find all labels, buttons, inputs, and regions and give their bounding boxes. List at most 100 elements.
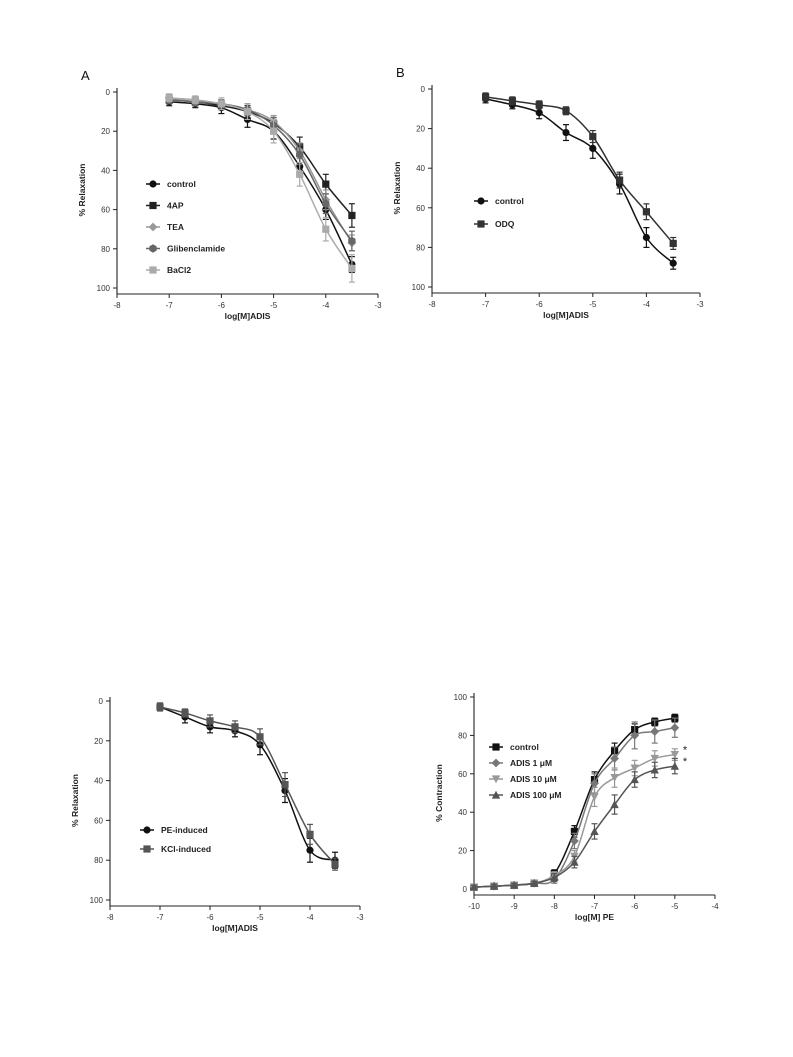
- x-tick-label: -8: [428, 300, 436, 309]
- legend-entry: ODQ: [474, 219, 515, 229]
- data-point: [165, 94, 173, 102]
- y-tick-label: 60: [101, 206, 110, 215]
- y-tick-label: 80: [416, 243, 425, 252]
- x-tick-label: -8: [106, 913, 114, 922]
- x-tick-label: -6: [631, 902, 639, 911]
- panel-label: A: [81, 68, 90, 83]
- data-point: [610, 774, 619, 782]
- legend-label: ADIS 1 μM: [510, 758, 552, 768]
- data-point: [630, 731, 640, 740]
- data-point: [306, 830, 314, 838]
- legend-label: BaCl2: [167, 265, 191, 275]
- legend-marker: [149, 180, 157, 188]
- y-tick-label: 0: [106, 88, 111, 97]
- legend-entry: BaCl2: [146, 265, 191, 275]
- legend-label: TEA: [167, 222, 184, 232]
- x-tick-label: -5: [270, 301, 278, 310]
- data-point: [669, 239, 677, 248]
- data-point: [509, 880, 519, 889]
- x-tick-label: -5: [671, 902, 679, 911]
- data-point: [642, 208, 650, 216]
- panel-label: B: [396, 65, 405, 80]
- data-point: [610, 754, 619, 763]
- data-point: [243, 108, 252, 116]
- data-point: [256, 733, 264, 741]
- data-point: [482, 93, 490, 101]
- legend-marker: [491, 775, 501, 784]
- series-adis-100-m: [469, 757, 680, 891]
- legend-label: PE-induced: [161, 825, 208, 835]
- x-tick-label: -10: [468, 902, 480, 911]
- data-point: [281, 780, 289, 789]
- series-line: [159, 706, 336, 865]
- legend-entry: PE-induced: [140, 825, 208, 835]
- x-tick-label: -5: [589, 300, 597, 309]
- significance-star: *: [683, 745, 688, 757]
- data-point: [670, 751, 680, 759]
- data-point: [562, 128, 570, 137]
- legend-label: control: [167, 179, 196, 189]
- data-point: [348, 211, 356, 220]
- y-axis-label: % Relaxation: [70, 774, 80, 827]
- series-odq: [482, 92, 677, 250]
- legend-marker: [148, 222, 158, 232]
- x-tick-label: -7: [591, 902, 599, 911]
- data-point: [156, 703, 164, 711]
- x-tick-label: -6: [536, 300, 544, 309]
- data-point: [642, 233, 651, 242]
- y-tick-label: 80: [101, 245, 110, 254]
- y-axis-label: % Contraction: [434, 764, 444, 822]
- x-tick-label: -6: [218, 301, 226, 310]
- significance-star: *: [683, 756, 688, 768]
- data-point: [469, 882, 479, 891]
- data-point: [322, 225, 330, 233]
- series-kcl-induced: [156, 702, 339, 871]
- x-tick-label: -4: [643, 300, 651, 309]
- y-tick-label: 0: [99, 697, 104, 706]
- x-tick-label: -4: [306, 913, 314, 922]
- legend-marker: [491, 790, 501, 799]
- y-axis-label: % Relaxation: [77, 164, 87, 217]
- x-axis-label: log[M]ADIS: [543, 310, 589, 320]
- data-point: [630, 764, 639, 773]
- legend-marker: [492, 743, 500, 751]
- data-point: [550, 873, 559, 882]
- data-point: [590, 827, 599, 835]
- chart-panel-2: 0 20 40 60 80 100-8 -7 -6 -5 -4 -3 log[M]ADIS % Rela…: [70, 697, 364, 933]
- legend-marker: [143, 845, 151, 853]
- y-tick-label: 100: [90, 896, 104, 905]
- y-tick-label: 100: [454, 693, 468, 702]
- data-point: [650, 727, 660, 736]
- data-point: [348, 236, 356, 246]
- legend-marker: [477, 197, 485, 205]
- y-tick-label: 40: [416, 164, 425, 173]
- x-tick-label: -6: [206, 913, 214, 922]
- data-point: [589, 132, 597, 141]
- legend-label: KCl-induced: [161, 844, 211, 854]
- y-tick-label: 0: [463, 885, 468, 894]
- data-point: [322, 180, 330, 188]
- series-bacl2: [165, 93, 356, 283]
- x-tick-label: -3: [696, 300, 704, 309]
- legend-entry: ADIS 1 μM: [489, 758, 552, 768]
- legend-entry: Glibenclamide: [146, 244, 225, 254]
- data-point: [570, 836, 579, 846]
- legend-label: control: [510, 742, 539, 752]
- legend-label: ADIS 100 μM: [510, 790, 562, 800]
- data-point: [306, 846, 314, 854]
- y-tick-label: 40: [94, 777, 103, 786]
- data-point: [535, 109, 543, 117]
- data-point: [348, 264, 356, 272]
- data-point: [296, 150, 304, 159]
- legend-entry: ADIS 100 μM: [489, 790, 562, 800]
- legend-marker: [143, 826, 151, 834]
- x-axis-label: log[M]ADIS: [212, 923, 258, 933]
- x-tick-label: -9: [511, 902, 519, 911]
- data-point: [191, 96, 199, 104]
- x-tick-label: -4: [711, 902, 719, 911]
- legend-label: ADIS 10 μM: [510, 774, 557, 784]
- legend-entry: control: [474, 196, 524, 206]
- data-point: [181, 709, 189, 717]
- y-tick-label: 60: [458, 770, 467, 779]
